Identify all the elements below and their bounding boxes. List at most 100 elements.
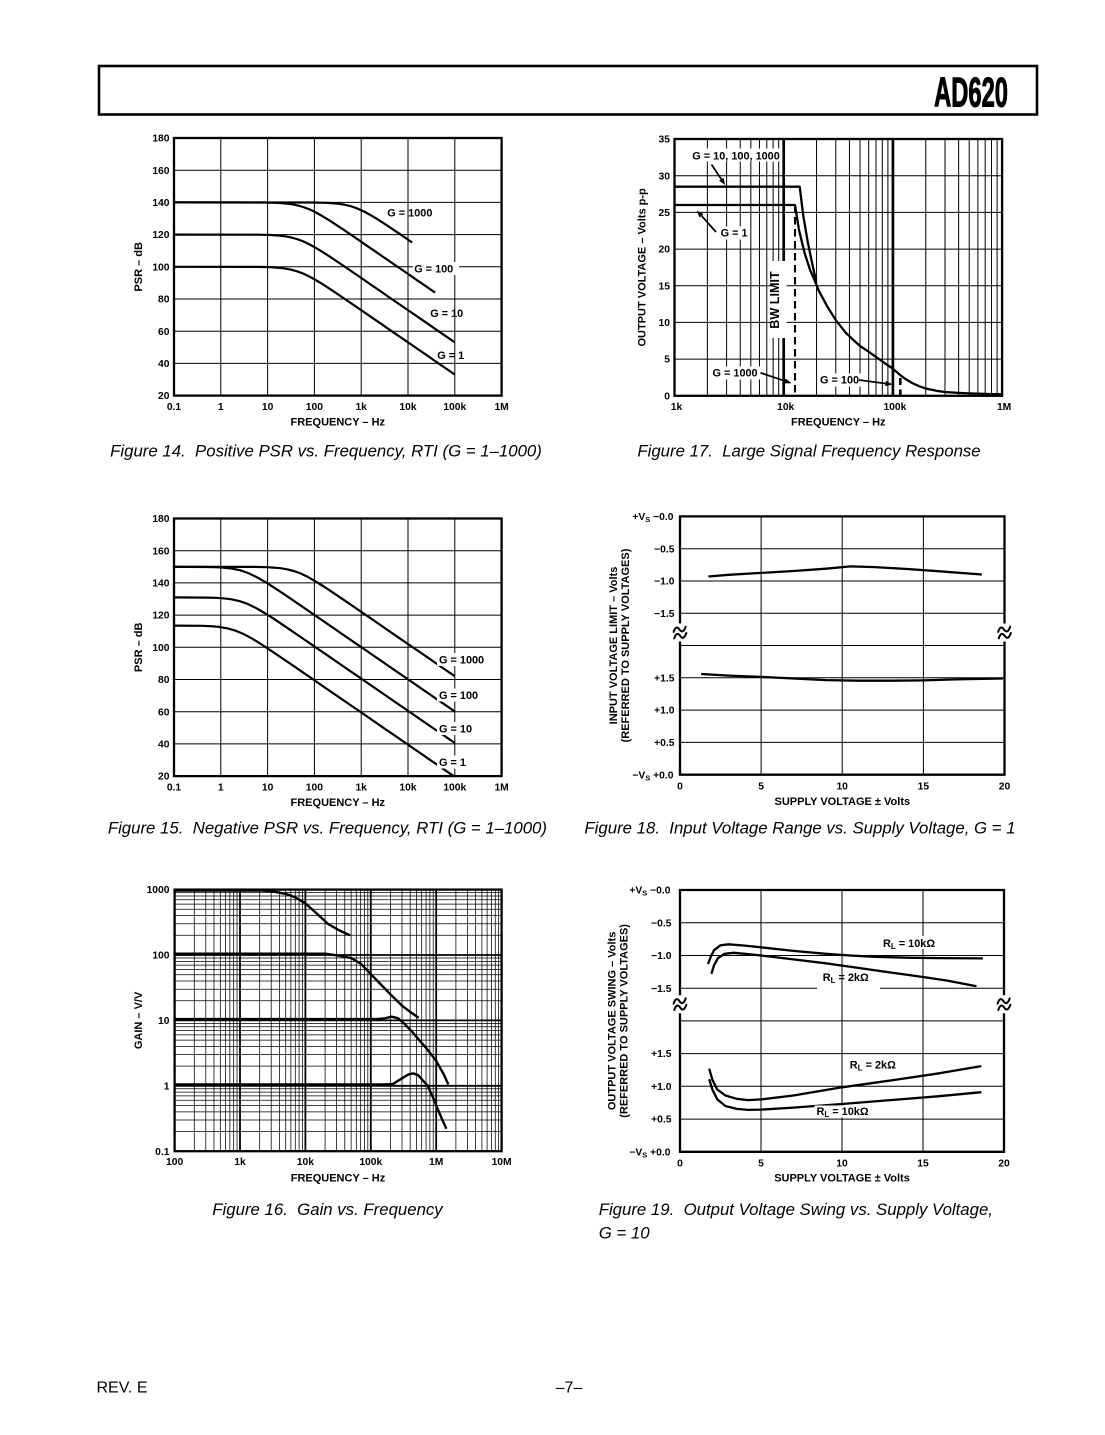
svg-text:FREQUENCY – Hz: FREQUENCY – Hz bbox=[291, 1173, 386, 1185]
svg-text:1k: 1k bbox=[355, 783, 367, 794]
svg-text:−0.5: −0.5 bbox=[651, 918, 672, 929]
svg-text:10: 10 bbox=[262, 402, 274, 413]
svg-text:FREQUENCY – Hz: FREQUENCY – Hz bbox=[791, 417, 886, 429]
svg-text:20: 20 bbox=[158, 772, 170, 783]
svg-text:−1.0: −1.0 bbox=[651, 951, 672, 962]
svg-text:10: 10 bbox=[158, 1016, 170, 1027]
svg-text:140: 140 bbox=[152, 198, 169, 209]
svg-text:G = 100: G = 100 bbox=[820, 374, 859, 386]
svg-text:Figure 18. Input Voltage Rang: Figure 18. Input Voltage Range vs. Suppl… bbox=[584, 819, 1015, 838]
svg-text:20: 20 bbox=[659, 245, 671, 256]
svg-text:100k: 100k bbox=[443, 783, 466, 794]
svg-text:40: 40 bbox=[158, 359, 170, 370]
svg-text:OUTPUT VOLTAGE SWING – Volts: OUTPUT VOLTAGE SWING – Volts bbox=[607, 932, 619, 1110]
svg-text:10k: 10k bbox=[777, 402, 794, 413]
svg-text:10k: 10k bbox=[297, 1157, 314, 1168]
svg-text:0.1: 0.1 bbox=[167, 783, 182, 794]
svg-text:10: 10 bbox=[659, 318, 671, 329]
svg-text:1M: 1M bbox=[494, 402, 508, 413]
svg-text:120: 120 bbox=[152, 230, 169, 241]
svg-text:+1.5: +1.5 bbox=[654, 673, 675, 684]
svg-text:35: 35 bbox=[659, 135, 671, 146]
svg-text:10k: 10k bbox=[399, 402, 416, 413]
svg-text:10M: 10M bbox=[492, 1157, 512, 1168]
svg-text:100: 100 bbox=[306, 402, 323, 413]
svg-text:–7–: –7– bbox=[556, 1380, 583, 1397]
svg-text:G = 1: G = 1 bbox=[721, 228, 748, 240]
svg-text:RL = 2kΩ: RL = 2kΩ bbox=[823, 972, 869, 985]
svg-text:Figure 15. Negative PSR vs. F: Figure 15. Negative PSR vs. Frequency, R… bbox=[108, 819, 547, 838]
svg-text:15: 15 bbox=[917, 1158, 929, 1169]
svg-text:100: 100 bbox=[152, 262, 169, 273]
svg-text:Figure 19. Output Voltage Swi: Figure 19. Output Voltage Swing vs. Supp… bbox=[599, 1200, 993, 1219]
svg-text:Figure 16. Gain vs. Frequency: Figure 16. Gain vs. Frequency bbox=[212, 1200, 444, 1219]
svg-text:OUTPUT VOLTAGE – Volts p-p: OUTPUT VOLTAGE – Volts p-p bbox=[637, 188, 649, 347]
svg-text:REV. E: REV. E bbox=[97, 1380, 148, 1397]
svg-text:G = 1: G = 1 bbox=[437, 350, 464, 362]
svg-text:10: 10 bbox=[262, 783, 274, 794]
svg-text:AD620: AD620 bbox=[934, 70, 1008, 117]
svg-text:100k: 100k bbox=[883, 402, 906, 413]
svg-text:G = 100: G = 100 bbox=[414, 264, 453, 276]
svg-text:PSR – dB: PSR – dB bbox=[133, 242, 145, 292]
svg-text:G = 1000: G = 1000 bbox=[439, 655, 484, 667]
svg-text:15: 15 bbox=[659, 281, 671, 292]
svg-text:0: 0 bbox=[664, 391, 670, 402]
svg-text:−1.5: −1.5 bbox=[651, 984, 672, 995]
svg-text:1k: 1k bbox=[355, 402, 367, 413]
svg-text:SUPPLY VOLTAGE ± Volts: SUPPLY VOLTAGE ± Volts bbox=[774, 796, 910, 808]
svg-text:0.1: 0.1 bbox=[167, 402, 182, 413]
svg-text:20: 20 bbox=[999, 782, 1011, 793]
svg-text:G = 1000: G = 1000 bbox=[387, 208, 432, 220]
svg-text:RL = 10kΩ: RL = 10kΩ bbox=[817, 1106, 869, 1119]
svg-text:−0.5: −0.5 bbox=[654, 544, 675, 555]
svg-text:60: 60 bbox=[158, 327, 170, 338]
svg-text:1: 1 bbox=[218, 402, 224, 413]
svg-text:160: 160 bbox=[152, 166, 169, 177]
svg-text:100k: 100k bbox=[443, 402, 466, 413]
svg-text:20: 20 bbox=[998, 1158, 1010, 1169]
svg-text:0: 0 bbox=[677, 782, 683, 793]
svg-text:G = 10: G = 10 bbox=[599, 1224, 651, 1243]
svg-text:1k: 1k bbox=[234, 1157, 246, 1168]
svg-text:FREQUENCY – Hz: FREQUENCY – Hz bbox=[291, 417, 386, 429]
svg-text:G = 100: G = 100 bbox=[439, 690, 478, 702]
svg-text:Figure 17. Large Signal Frequ: Figure 17. Large Signal Frequency Respon… bbox=[637, 442, 980, 461]
svg-text:140: 140 bbox=[152, 579, 169, 590]
svg-text:80: 80 bbox=[158, 675, 170, 686]
svg-text:G = 10: G = 10 bbox=[439, 724, 472, 736]
svg-text:40: 40 bbox=[158, 740, 170, 751]
svg-text:+VS −0.0: +VS −0.0 bbox=[629, 886, 670, 898]
svg-text:10: 10 bbox=[836, 1158, 848, 1169]
svg-text:INPUT VOLTAGE LIMIT – Volts: INPUT VOLTAGE LIMIT – Volts bbox=[608, 567, 620, 725]
svg-text:−VS +0.0: −VS +0.0 bbox=[632, 770, 673, 782]
svg-text:+1.5: +1.5 bbox=[651, 1049, 672, 1060]
svg-text:180: 180 bbox=[152, 134, 169, 145]
svg-text:Figure 14. Positive PSR vs. F: Figure 14. Positive PSR vs. Frequency, R… bbox=[110, 442, 542, 461]
svg-text:1000: 1000 bbox=[147, 885, 170, 896]
svg-text:G = 10, 100, 1000: G = 10, 100, 1000 bbox=[692, 151, 780, 163]
svg-text:160: 160 bbox=[152, 546, 169, 557]
svg-text:5: 5 bbox=[758, 1158, 764, 1169]
svg-text:(REFERRED TO SUPPLY VOLTAGES): (REFERRED TO SUPPLY VOLTAGES) bbox=[620, 548, 632, 742]
svg-text:1: 1 bbox=[218, 783, 224, 794]
svg-text:180: 180 bbox=[152, 514, 169, 525]
svg-text:GAIN – V/V: GAIN – V/V bbox=[133, 991, 145, 1049]
svg-text:30: 30 bbox=[659, 171, 671, 182]
svg-text:100: 100 bbox=[306, 783, 323, 794]
svg-text:100: 100 bbox=[166, 1157, 183, 1168]
svg-text:100: 100 bbox=[152, 951, 169, 962]
svg-text:+1.0: +1.0 bbox=[654, 706, 675, 717]
svg-text:1: 1 bbox=[164, 1081, 170, 1092]
svg-text:G = 1000: G = 1000 bbox=[713, 368, 758, 380]
svg-text:100: 100 bbox=[152, 643, 169, 654]
svg-text:1M: 1M bbox=[997, 402, 1011, 413]
svg-text:+0.5: +0.5 bbox=[654, 738, 675, 749]
svg-text:10: 10 bbox=[836, 782, 848, 793]
svg-text:0.1: 0.1 bbox=[155, 1147, 170, 1158]
svg-text:SUPPLY VOLTAGE ± Volts: SUPPLY VOLTAGE ± Volts bbox=[774, 1173, 910, 1185]
svg-text:80: 80 bbox=[158, 295, 170, 306]
svg-text:25: 25 bbox=[659, 208, 671, 219]
svg-text:+0.5: +0.5 bbox=[651, 1115, 672, 1126]
svg-text:G = 10: G = 10 bbox=[430, 308, 463, 320]
